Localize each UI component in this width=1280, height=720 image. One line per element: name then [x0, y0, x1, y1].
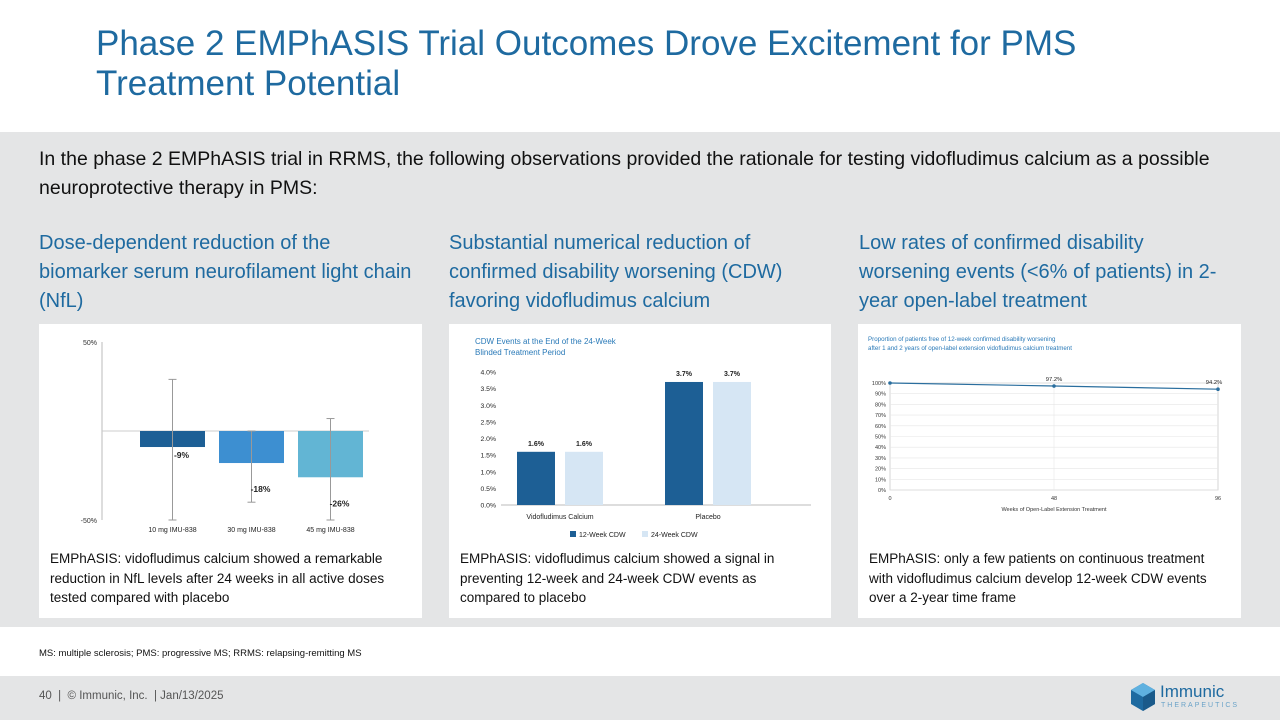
bar	[665, 381, 703, 505]
y-tick-label: 50%	[83, 340, 97, 347]
y-tick-label: 100%	[872, 381, 886, 387]
x-tick-label: 10 mg IMU-838	[148, 527, 196, 534]
data-label: -9%	[174, 450, 190, 460]
data-label: -18%	[251, 484, 271, 494]
data-point	[1052, 384, 1056, 388]
chart-title: Blinded Treatment Period	[475, 348, 565, 357]
caption-openlabel: EMPhASIS: only a few patients on continu…	[869, 551, 1207, 605]
chart-title: Proportion of patients free of 12-week c…	[868, 336, 1056, 343]
footer-text: 40 | © Immunic, Inc. | Jan/13/2025	[39, 690, 224, 702]
y-tick-label: 0.5%	[481, 486, 497, 493]
y-tick-label: 3.5%	[481, 386, 497, 393]
legend-swatch	[642, 531, 648, 537]
data-label: 1.6%	[528, 441, 545, 448]
logo-subtitle: THERAPEUTICS	[1161, 702, 1240, 709]
y-tick-label: 70%	[875, 413, 886, 419]
column-heading-openlabel: Low rates of confirmed disability worsen…	[859, 232, 1217, 312]
y-tick-label: 2.0%	[481, 436, 497, 443]
bar	[713, 381, 751, 505]
y-tick-label: -50%	[81, 518, 97, 525]
data-label: 94.2%	[1206, 380, 1222, 386]
y-tick-label: 40%	[875, 445, 886, 451]
bar	[517, 451, 555, 505]
y-tick-label: 80%	[875, 402, 886, 408]
openlabel-chart-panel: Proportion of patients free of 12-week c…	[858, 324, 1241, 618]
y-tick-label: 10%	[875, 477, 886, 483]
x-axis-label: Weeks of Open-Label Extension Treatment	[1001, 507, 1107, 513]
chart-title: CDW Events at the End of the 24-Week	[475, 337, 617, 346]
legend-label: 12-Week CDW	[579, 532, 626, 539]
title-area	[0, 0, 1280, 132]
x-tick-label: 0	[888, 496, 891, 502]
y-tick-label: 50%	[875, 435, 886, 441]
immunic-logo: Immunic THERAPEUTICS	[1130, 681, 1250, 715]
y-tick-label: 2.5%	[481, 419, 497, 426]
y-tick-label: 4.0%	[481, 370, 497, 377]
caption-cdw: EMPhASIS: vidofludimus calcium showed a …	[460, 551, 775, 605]
legend-swatch	[570, 531, 576, 537]
x-tick-label: Vidofludimus Calcium	[526, 514, 593, 521]
y-tick-label: 0%	[878, 488, 886, 494]
x-tick-label: 48	[1051, 496, 1057, 502]
footer-bar	[0, 676, 1280, 720]
cdw-chart: CDW Events at the End of the 24-Week Blin…	[475, 337, 811, 539]
footnote: MS: multiple sclerosis; PMS: progressive…	[39, 648, 362, 659]
data-point	[888, 381, 892, 385]
x-tick-label: Placebo	[695, 514, 720, 521]
slide-title: Phase 2 EMPhASIS Trial Outcomes Drove Ex…	[96, 24, 1077, 103]
column-heading-nfl: Dose-dependent reduction of the biomarke…	[39, 232, 412, 312]
y-tick-label: 60%	[875, 424, 886, 430]
y-tick-label: 30%	[875, 456, 886, 462]
data-label: 97.2%	[1046, 377, 1062, 383]
column-heading-cdw: Substantial numerical reduction of confi…	[449, 232, 783, 312]
data-label: 3.7%	[676, 371, 693, 378]
openlabel-chart: Proportion of patients free of 12-week c…	[868, 336, 1222, 513]
data-label: -26%	[330, 498, 350, 508]
immunic-logo-icon	[1131, 683, 1155, 711]
data-point	[1216, 387, 1220, 392]
legend-label: 24-Week CDW	[651, 532, 698, 539]
y-tick-label: 1.5%	[481, 453, 497, 460]
x-tick-label: 96	[1215, 496, 1221, 502]
y-tick-label: 0.0%	[481, 503, 497, 510]
cdw-chart-panel: CDW Events at the End of the 24-Week Blin…	[449, 324, 831, 618]
nfl-chart: 50% -50% -9% 10 mg IMU-838 -18% 30 mg IMU-838…	[81, 340, 369, 534]
chart-title: after 1 and 2 years of open-label extens…	[868, 345, 1072, 352]
y-tick-label: 3.0%	[481, 403, 497, 410]
x-tick-label: 30 mg IMU-838	[227, 527, 275, 534]
y-tick-label: 20%	[875, 467, 886, 473]
intro-text: In the phase 2 EMPhASIS trial in RRMS, t…	[39, 148, 1210, 199]
nfl-chart-panel: 50% -50% -9% 10 mg IMU-838 -18% 30 mg IMU-838…	[39, 324, 422, 618]
caption-nfl: EMPhASIS: vidofludimus calcium showed a …	[50, 551, 385, 605]
logo-name: Immunic	[1160, 682, 1225, 701]
y-tick-label: 90%	[875, 392, 886, 398]
data-label: 1.6%	[576, 441, 593, 448]
y-tick-label: 1.0%	[481, 469, 497, 476]
data-label: 3.7%	[724, 371, 741, 378]
bar	[565, 451, 603, 505]
x-tick-label: 45 mg IMU-838	[306, 527, 354, 534]
